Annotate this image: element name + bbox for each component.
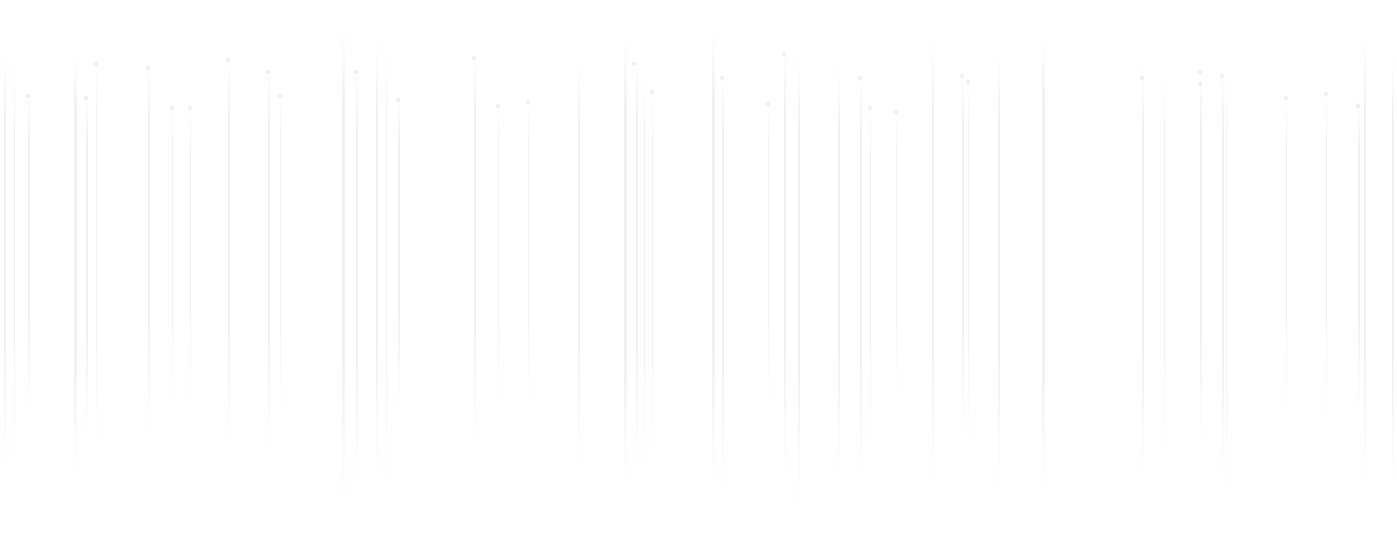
streak-dot bbox=[720, 76, 724, 80]
streak-line bbox=[280, 95, 281, 410]
streak-dot bbox=[266, 70, 270, 74]
streak-dot bbox=[1140, 76, 1144, 80]
streak-line bbox=[28, 95, 30, 410]
streak-dot bbox=[396, 98, 400, 102]
streak-line bbox=[722, 75, 724, 485]
streak-line bbox=[268, 70, 270, 445]
streak-line bbox=[1222, 75, 1224, 470]
streak-line bbox=[636, 60, 638, 465]
streak-line bbox=[1326, 90, 1327, 415]
streak-dot bbox=[354, 70, 358, 74]
streak-line bbox=[14, 70, 15, 455]
streak-dot bbox=[766, 102, 770, 106]
streak-line bbox=[1142, 70, 1144, 470]
streak-line bbox=[1392, 60, 1394, 480]
streak-dot bbox=[966, 80, 970, 84]
streak-dot bbox=[1220, 74, 1224, 78]
streak-line bbox=[860, 75, 862, 475]
streak-dot bbox=[868, 106, 872, 110]
streak-line bbox=[528, 100, 529, 400]
streak-dot bbox=[188, 106, 192, 110]
streak-line bbox=[644, 80, 645, 460]
streak-dot bbox=[782, 52, 786, 56]
streak-dot bbox=[1198, 82, 1202, 86]
streak-line bbox=[228, 60, 230, 440]
streak-line bbox=[1042, 40, 1045, 485]
streak-line bbox=[1364, 40, 1366, 480]
streak-dot bbox=[26, 94, 30, 98]
streak-line bbox=[190, 105, 191, 395]
streak-line bbox=[356, 70, 358, 480]
streak-line bbox=[474, 55, 476, 440]
streak-line bbox=[1200, 70, 1202, 440]
streak-line bbox=[768, 100, 769, 400]
streak-line bbox=[712, 35, 715, 480]
streak-line bbox=[624, 45, 627, 480]
streak-line bbox=[1226, 80, 1227, 490]
streak-dot bbox=[960, 74, 964, 78]
streak-line bbox=[386, 55, 387, 480]
streak-line bbox=[896, 110, 897, 390]
streak-line bbox=[932, 45, 934, 480]
streak-line bbox=[968, 80, 969, 440]
streak-line bbox=[578, 65, 580, 460]
streak-line bbox=[998, 55, 1000, 485]
streak-line bbox=[1286, 95, 1287, 410]
streak-dot bbox=[496, 104, 500, 108]
streak-line bbox=[74, 55, 77, 470]
streak-dot bbox=[894, 110, 898, 114]
streak-line bbox=[342, 35, 345, 495]
streak-line bbox=[398, 95, 400, 405]
streak-line bbox=[784, 50, 786, 470]
streak-line bbox=[1358, 100, 1360, 410]
streak-dot bbox=[650, 90, 654, 94]
streak-line bbox=[1164, 80, 1165, 450]
streak-dot bbox=[526, 100, 530, 104]
streak-line bbox=[172, 105, 173, 400]
streak-line bbox=[652, 95, 653, 450]
streak-dot bbox=[858, 76, 862, 80]
streak-dot bbox=[1356, 104, 1360, 108]
streak-dot bbox=[278, 94, 282, 98]
streak-dot bbox=[94, 62, 98, 66]
streak-line bbox=[962, 75, 964, 430]
streak-line bbox=[4, 60, 6, 460]
streak-line bbox=[870, 105, 871, 440]
streak-dot bbox=[84, 96, 88, 100]
streak-dot bbox=[170, 106, 174, 110]
streak-dot bbox=[632, 62, 636, 66]
streak-dot bbox=[146, 66, 150, 70]
streak-line bbox=[798, 60, 800, 500]
streak-dot bbox=[472, 56, 476, 60]
streak-line bbox=[86, 95, 88, 430]
streak-line bbox=[838, 70, 840, 470]
streak-line bbox=[498, 105, 499, 400]
streak-line bbox=[96, 60, 97, 440]
streak-line bbox=[148, 65, 150, 430]
streak-dot bbox=[1198, 70, 1202, 74]
streak-dot bbox=[226, 58, 230, 62]
streak-line bbox=[376, 45, 378, 470]
streak-dot bbox=[1284, 96, 1288, 100]
streak-dot bbox=[1324, 92, 1328, 96]
